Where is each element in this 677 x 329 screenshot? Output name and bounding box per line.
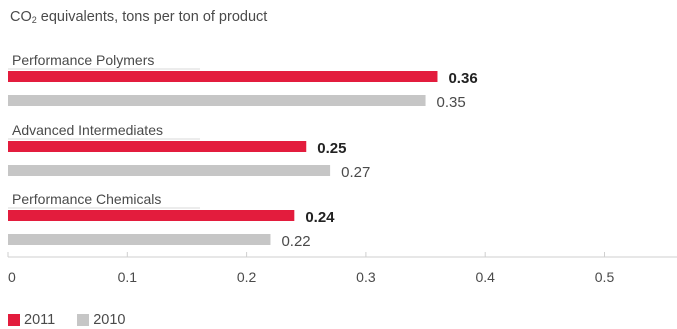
data-label-2011-performance-polymers: 0.36 [448,70,477,87]
data-label-2010-performance-polymers: 0.35 [437,94,466,111]
category-label-advanced-intermediates: Advanced Intermediates [12,122,163,138]
x-tick-label-0-4: 0.4 [475,269,495,285]
data-label-2010-performance-chemicals: 0.22 [281,233,310,250]
legend-label-2011: 2011 [24,312,56,328]
x-tick-label-0-5: 0.5 [595,269,615,285]
bar-2011-performance-polymers [8,71,438,82]
x-tick-label-0-2: 0.2 [237,269,257,285]
bar-2010-advanced-intermediates [8,165,331,176]
bar-2010-performance-polymers [8,95,426,106]
category-label-performance-chemicals: Performance Chemicals [12,191,161,207]
legend-label-2010: 2010 [93,312,126,328]
legend-swatch-2010 [77,314,90,326]
legend-item-2011: 2011 [8,312,55,328]
x-tick-label-0: 0 [8,269,16,285]
bar-2011-performance-chemicals [8,210,295,221]
bar-2010-performance-chemicals [8,234,271,245]
data-label-2010-advanced-intermediates: 0.27 [341,164,370,181]
data-label-2011-performance-chemicals: 0.24 [305,209,335,226]
legend: 2011 2010 [8,312,125,328]
legend-item-2010: 2010 [77,312,125,328]
chart-title: CO2 equivalents, tons per ton of product [10,9,268,25]
category-label-performance-polymers: Performance Polymers [12,52,154,68]
x-tick-label-0-1: 0.1 [118,269,138,285]
legend-swatch-2011 [8,314,20,326]
data-label-2011-advanced-intermediates: 0.25 [317,140,346,157]
bar-2011-advanced-intermediates [8,141,307,152]
x-tick-label-0-3: 0.3 [356,269,376,285]
